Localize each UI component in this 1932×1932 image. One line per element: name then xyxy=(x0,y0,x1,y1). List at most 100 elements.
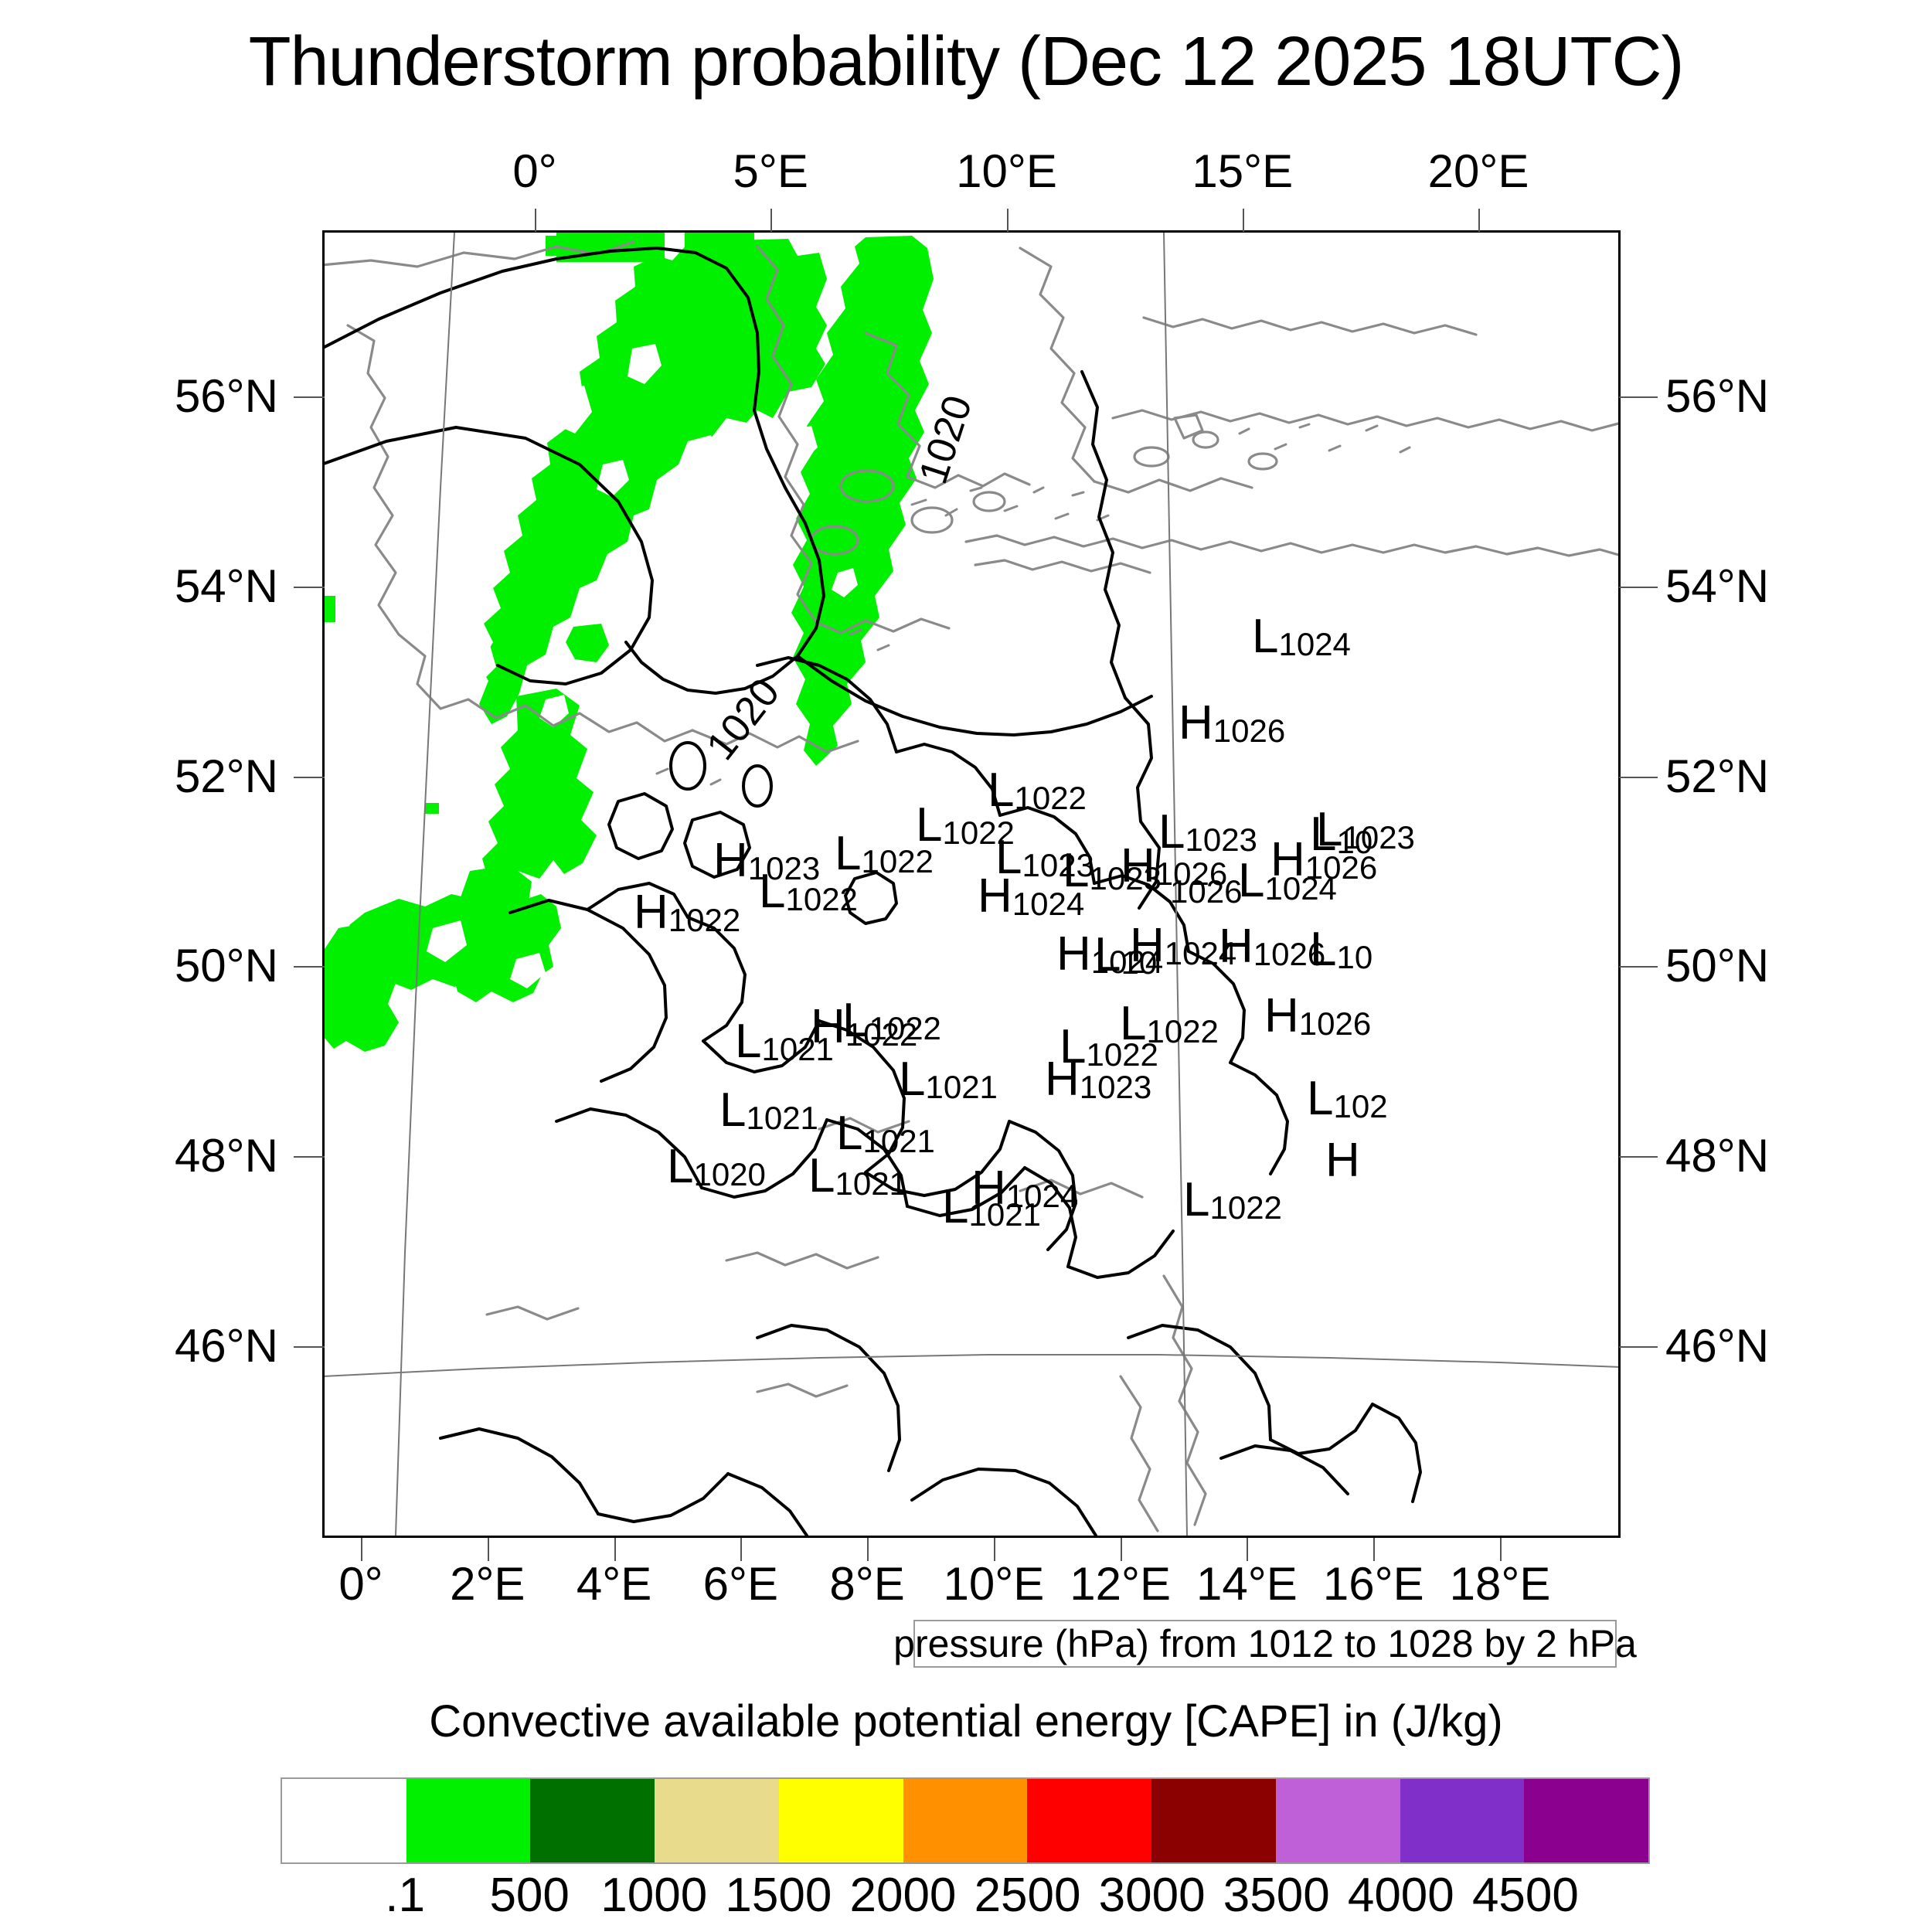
colorbar-swatch[interactable] xyxy=(655,1779,779,1862)
pressure-marker-value: 1022 xyxy=(1014,780,1087,817)
pressure-marker-value: 1023 xyxy=(1342,819,1415,856)
colorbar-swatch[interactable] xyxy=(1027,1779,1152,1862)
pressure-marker-value: 1026 xyxy=(1298,1005,1372,1043)
pressure-marker-letter: H xyxy=(978,869,1012,923)
pressure-marker-value: 10 xyxy=(1121,944,1158,981)
colorbar-tick-label: 2000 xyxy=(849,1869,957,1922)
pressure-low-marker: L1023 xyxy=(1316,806,1415,854)
pressure-low-marker: L1024 xyxy=(1252,613,1351,661)
pressure-low-marker: L102 xyxy=(1307,1075,1388,1123)
pressure-marker-letter: H xyxy=(1121,839,1155,893)
pressure-marker-letter: L xyxy=(899,1053,926,1106)
axis-right-tick-label: 52°N xyxy=(1665,750,1770,802)
colorbar-tick-label: 4500 xyxy=(1471,1869,1579,1922)
pressure-marker-value: 1023 xyxy=(1022,847,1094,884)
pressure-marker-letter: H xyxy=(713,834,748,887)
axis-bottom-tick xyxy=(740,1538,743,1561)
pressure-marker-letter: H xyxy=(811,1000,845,1053)
pressure-high-marker: H1026 xyxy=(1270,836,1377,884)
axis-top-tick-label: 10°E xyxy=(956,145,1057,197)
graticule-layer xyxy=(325,233,1618,1536)
pressure-low-marker: L1022 xyxy=(1183,1176,1282,1224)
pressure-marker-letter: H xyxy=(1056,927,1091,981)
axis-top-tick-label: 0° xyxy=(512,145,557,197)
axis-right-tick-label: 56°N xyxy=(1665,370,1770,422)
pressure-high-marker: H1024 xyxy=(971,1165,1078,1213)
axis-bottom-tick xyxy=(614,1538,616,1561)
axis-bottom-tick-label: 14°E xyxy=(1196,1558,1298,1610)
pressure-marker-value: 1022 xyxy=(845,1016,918,1053)
colorbar-swatch[interactable] xyxy=(282,1779,406,1862)
pressure-marker-letter: L xyxy=(995,831,1022,884)
pressure-marker-value: 1024 xyxy=(1012,886,1085,923)
colorbar-swatch[interactable] xyxy=(1275,1779,1400,1862)
colorbar-swatch[interactable] xyxy=(530,1779,655,1862)
colorbar-swatch[interactable] xyxy=(1400,1779,1525,1862)
pressure-low-marker: L10 xyxy=(1310,926,1372,974)
pressure-marker-letter: L xyxy=(1060,1020,1087,1073)
pressure-marker-value: 1022 xyxy=(1209,1189,1282,1226)
axis-left-tick-label: 48°N xyxy=(174,1130,278,1182)
axis-left-tick-label: 52°N xyxy=(174,750,278,802)
pressure-low-marker: L1021 xyxy=(899,1056,998,1104)
axis-bottom-tick-label: 6°E xyxy=(702,1558,779,1610)
pressure-low-marker: L1021 xyxy=(735,1018,834,1066)
isobar-layer xyxy=(325,247,1422,1536)
pressure-marker-value: 1024 xyxy=(1278,626,1351,663)
axis-bottom-tick xyxy=(867,1538,869,1561)
pressure-low-marker: L1021 xyxy=(719,1087,818,1134)
pressure-marker-letter: H xyxy=(1264,989,1299,1043)
axis-top-tick xyxy=(1242,209,1244,232)
pressure-marker-letter: L xyxy=(842,994,869,1047)
axis-bottom-tick xyxy=(1373,1538,1376,1561)
pressure-marker-letter: L xyxy=(835,827,862,880)
pressure-marker-letter: H xyxy=(634,886,668,939)
pressure-marker-value: 1020 xyxy=(693,1156,766,1193)
pressure-marker-letter: L xyxy=(942,1180,969,1233)
pressure-low-marker: 1026 xyxy=(1170,860,1242,908)
colorbar-swatch[interactable] xyxy=(903,1779,1028,1862)
axis-right-tick xyxy=(1619,1346,1658,1348)
axis-left-tick-label: 46°N xyxy=(174,1320,278,1372)
pressure-low-marker: L1021 xyxy=(808,1152,907,1200)
pressure-marker-letter: L xyxy=(1310,923,1337,976)
pressure-marker-letter: L xyxy=(667,1140,694,1193)
colorbar-swatch[interactable] xyxy=(778,1779,903,1862)
pressure-marker-value: 1021 xyxy=(761,1031,834,1068)
pressure-high-marker: H1026 xyxy=(1179,699,1285,747)
pressure-marker-value: 1023 xyxy=(1079,1069,1152,1106)
axis-left-tick xyxy=(294,1346,325,1348)
axis-top-tick-label: 5°E xyxy=(733,145,808,197)
axis-bottom-tick-label: 0° xyxy=(338,1558,383,1610)
pressure-marker-value: 102 xyxy=(1333,1088,1388,1125)
axis-left-tick xyxy=(294,586,325,588)
pressure-low-marker: L10 xyxy=(1310,811,1372,859)
axis-left-tick-label: 54°N xyxy=(174,560,278,612)
pressure-marker-letter: L xyxy=(759,865,786,918)
pressure-low-marker: L1022 xyxy=(835,830,934,878)
pressure-high-marker: H1024 xyxy=(978,872,1084,920)
pressure-marker-letter: L xyxy=(916,798,943,852)
axis-bottom-tick-label: 12°E xyxy=(1070,1558,1172,1610)
pressure-low-marker: L1022 xyxy=(1120,1000,1219,1048)
pressure-low-marker: L1022 xyxy=(916,801,1015,849)
pressure-marker-letter: L xyxy=(1094,928,1121,981)
pressure-low-marker: L1024 xyxy=(1238,857,1337,905)
colorbar-swatch[interactable] xyxy=(1151,1779,1276,1862)
map-panel[interactable]: 1020 1020 L1024 H1026 L1022 L1022 L1023 L1023… xyxy=(322,230,1621,1538)
axis-right-tick xyxy=(1619,966,1658,968)
pressure-high-marker: H1026 xyxy=(1121,842,1227,890)
axis-left-tick xyxy=(294,776,325,778)
pressure-marker-letter: H xyxy=(1179,696,1213,750)
axis-left-tick xyxy=(294,966,325,968)
cape-colorbar[interactable] xyxy=(281,1777,1650,1864)
axis-right-tick-label: 46°N xyxy=(1665,1320,1770,1372)
colorbar-swatch[interactable] xyxy=(406,1779,531,1862)
pressure-extrema-layer: L1024 H1026 L1022 L1022 L1023 L1023 L10 H1023 L1… xyxy=(325,233,1618,1536)
pressure-marker-value: 1022 xyxy=(1086,1036,1158,1073)
pressure-low-marker: L1020 xyxy=(667,1143,766,1191)
pressure-marker-letter: L xyxy=(1183,1173,1210,1226)
colorbar-swatch[interactable] xyxy=(1524,1779,1649,1862)
pressure-marker-value: 1024 xyxy=(1090,944,1164,981)
pressure-marker-letter: L xyxy=(735,1015,762,1068)
